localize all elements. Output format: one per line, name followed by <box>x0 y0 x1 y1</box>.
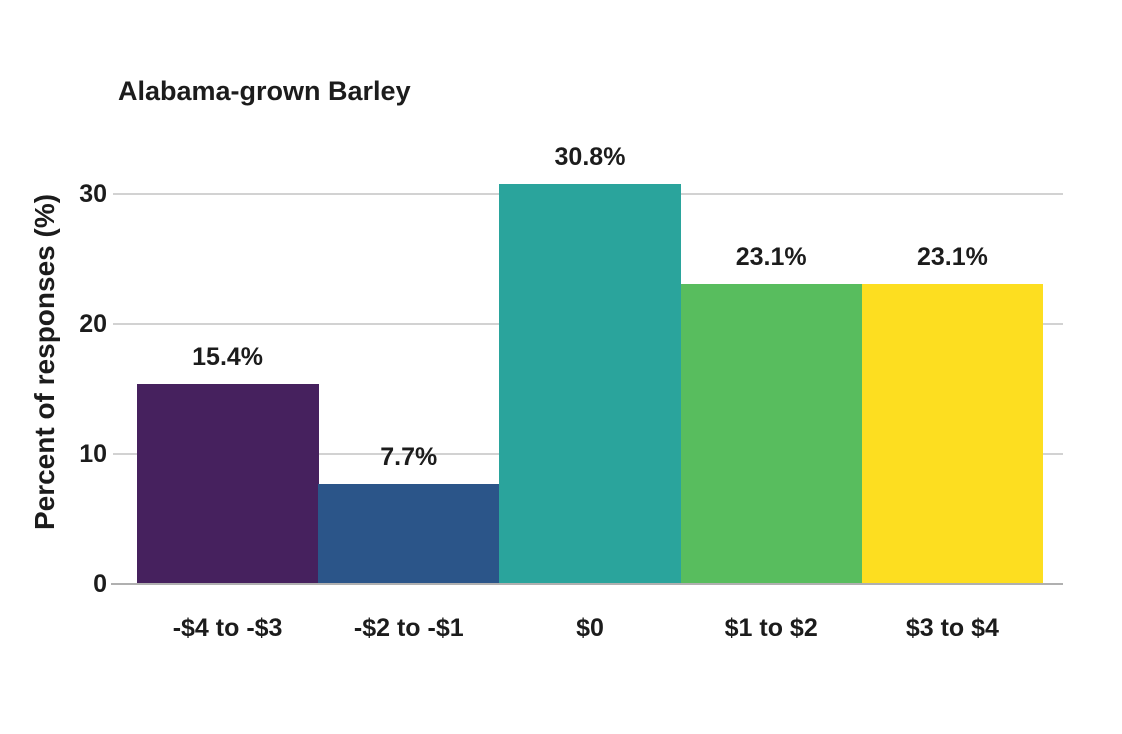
x-tick-label: $1 to $2 <box>724 614 818 642</box>
bar-value-label: 30.8% <box>554 142 626 171</box>
bar-value-label: 7.7% <box>380 442 438 471</box>
y-tick-label: 0 <box>93 570 107 598</box>
chart-title: Alabama-grown Barley <box>118 76 411 106</box>
bar <box>680 283 863 584</box>
y-tick-label: 30 <box>79 179 107 208</box>
bar <box>499 183 682 584</box>
x-axis-line <box>111 583 1063 585</box>
bar-value-label: 23.1% <box>916 242 988 271</box>
bar-value-label: 15.4% <box>192 342 264 371</box>
x-tick-label: -$4 to -$3 <box>172 614 283 642</box>
x-tick-label: $3 to $4 <box>905 614 999 642</box>
y-tick-label: 10 <box>79 439 107 468</box>
bar <box>318 483 500 584</box>
x-tick-label: -$2 to -$1 <box>353 614 464 642</box>
bar <box>137 383 319 584</box>
x-tick-label: $0 <box>576 614 604 642</box>
y-tick-label: 20 <box>79 309 107 338</box>
bar-value-label: 23.1% <box>735 242 807 271</box>
bar <box>861 283 1044 584</box>
y-axis-title: Percent of responses (%) <box>29 193 60 531</box>
